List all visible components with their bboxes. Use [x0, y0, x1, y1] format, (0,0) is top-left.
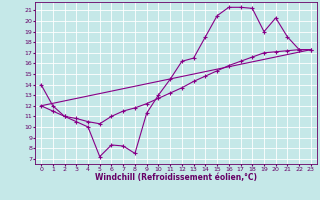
- X-axis label: Windchill (Refroidissement éolien,°C): Windchill (Refroidissement éolien,°C): [95, 173, 257, 182]
